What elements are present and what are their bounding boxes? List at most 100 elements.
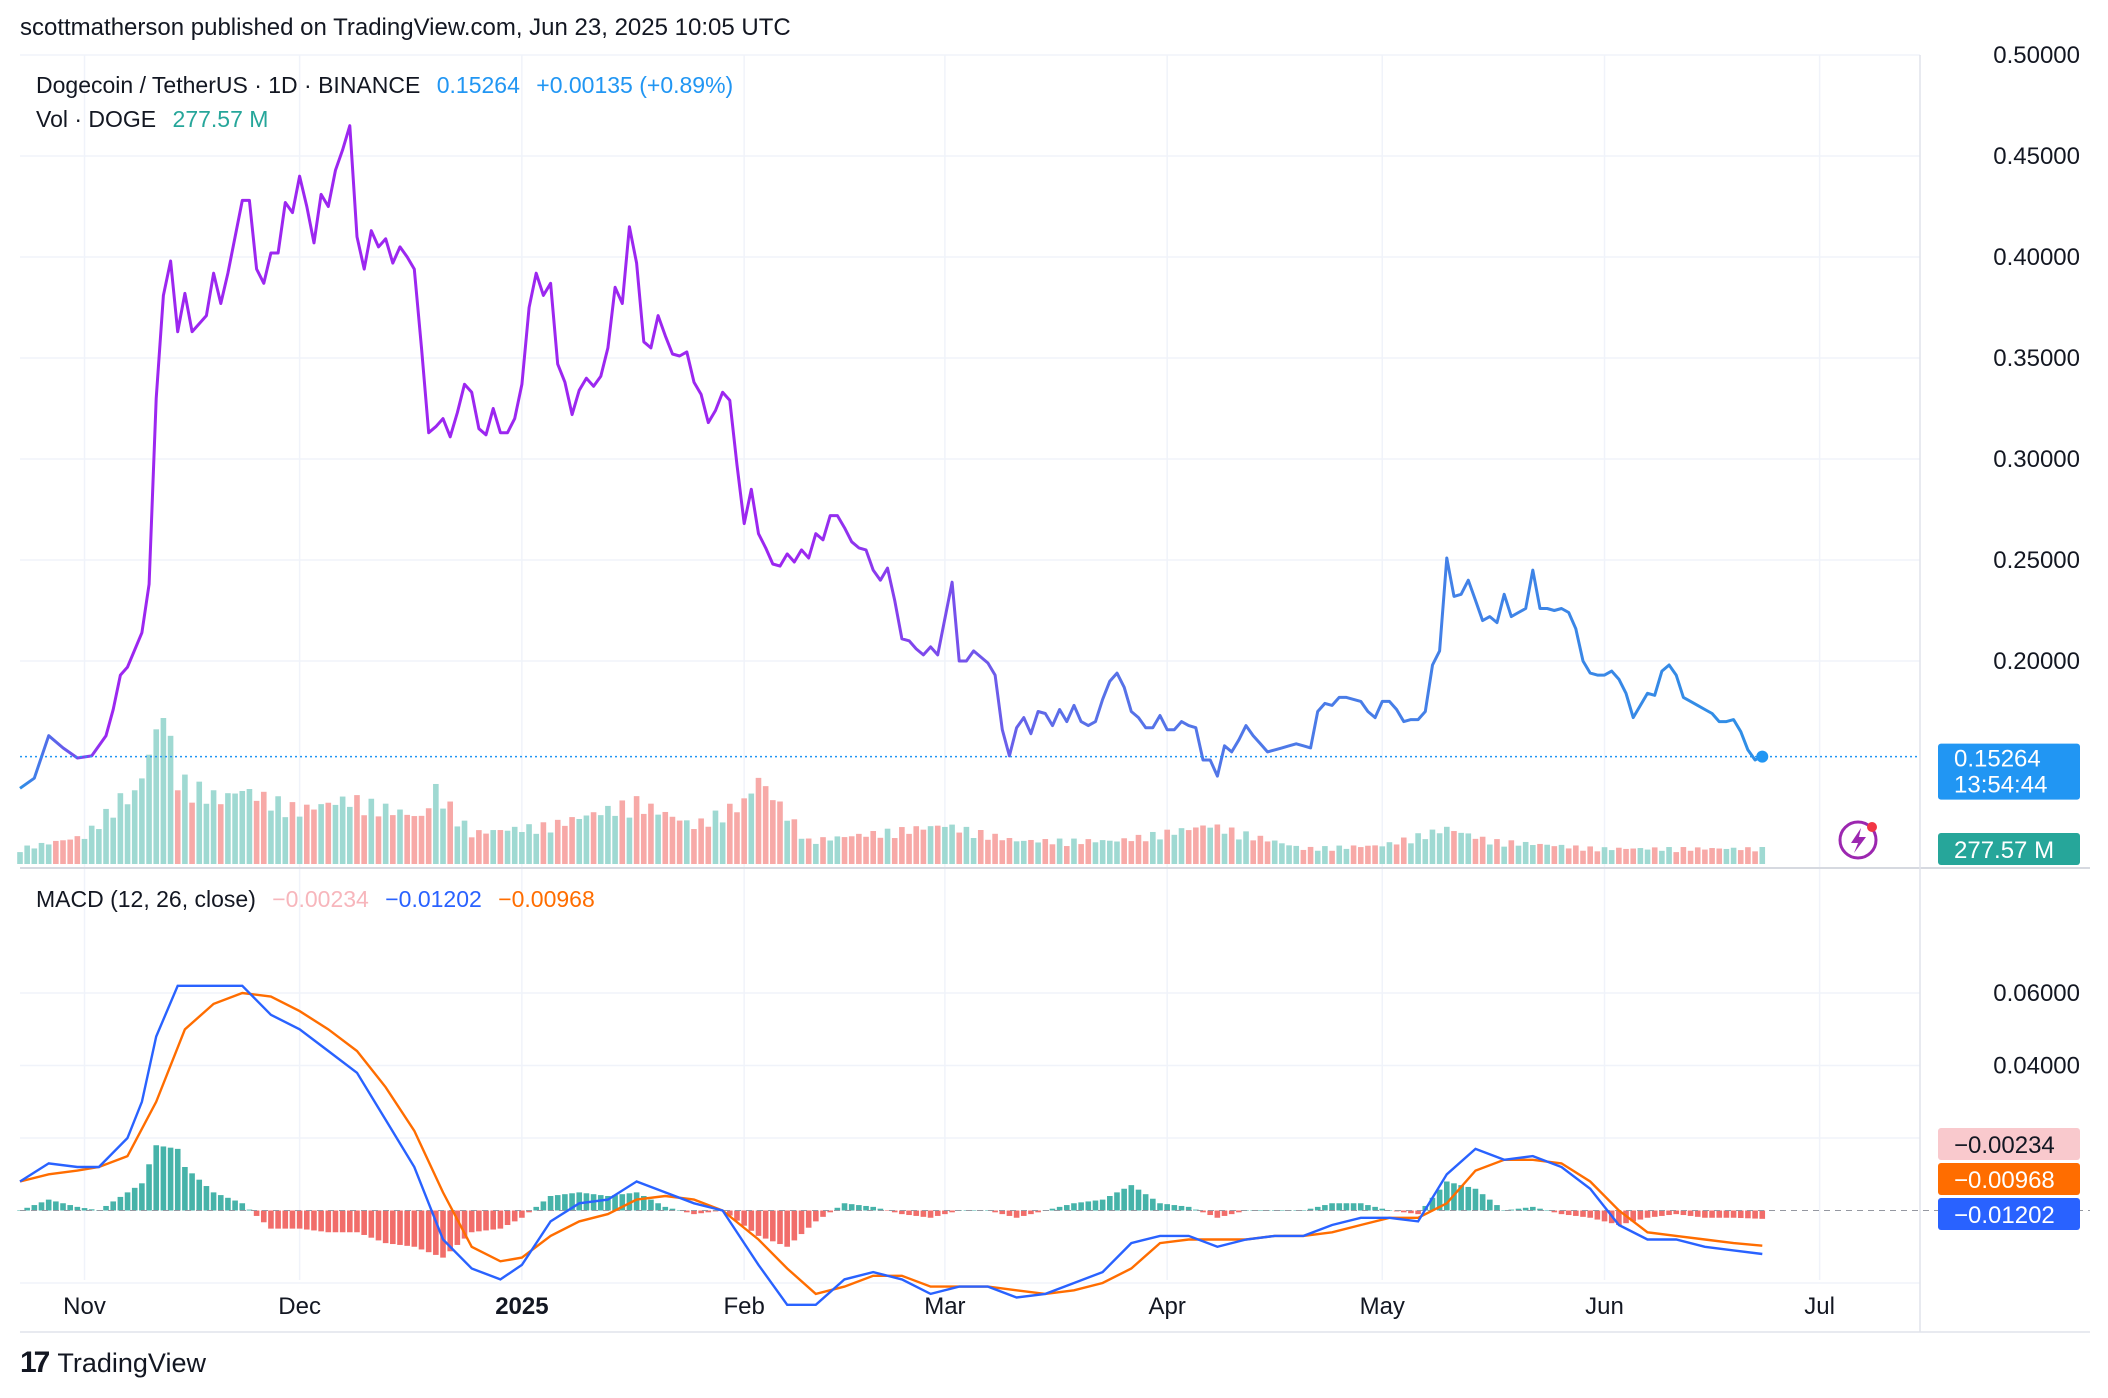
volume-bar (382, 803, 389, 864)
macd-histogram-bar (74, 1206, 81, 1211)
volume-bar (182, 774, 188, 864)
macd-histogram-bar (576, 1192, 583, 1211)
volume-bar (1436, 833, 1443, 864)
volume-bar (1408, 843, 1414, 864)
macd-histogram-bar (906, 1210, 912, 1216)
macd-histogram-bar (1343, 1203, 1350, 1211)
volume-bar (676, 820, 683, 864)
macd-histogram-bar (870, 1206, 877, 1211)
macd-histogram-bar (562, 1194, 568, 1211)
volume-bar (203, 803, 210, 864)
macd-histogram-bar (124, 1192, 131, 1211)
volume-bar (490, 830, 497, 864)
volume-bar (712, 810, 719, 864)
volume-bar (504, 830, 511, 864)
macd-histogram-bar (45, 1199, 52, 1211)
volume-bar (526, 824, 532, 864)
macd-histogram-bar (863, 1205, 869, 1211)
volume-bar (253, 800, 260, 864)
volume-bar (1458, 832, 1464, 864)
volume-bar (103, 808, 109, 864)
macd-histogram-bar (275, 1210, 281, 1229)
volume-bar (655, 814, 661, 864)
volume-title[interactable]: Vol · DOGE (36, 106, 157, 132)
volume-bar (741, 798, 747, 864)
volume-bar (734, 812, 740, 864)
volume-bar (1716, 848, 1723, 864)
macd-histogram-bar (433, 1210, 439, 1255)
volume-bar (1107, 840, 1113, 864)
volume-bar (468, 837, 475, 864)
volume-bar (934, 825, 941, 864)
lightning-icon[interactable] (1838, 820, 1878, 860)
volume-bar (447, 801, 453, 864)
macd-histogram-bar (1651, 1210, 1658, 1217)
volume-bar (60, 840, 66, 864)
price-tag-value: 0.15264 (1954, 746, 2041, 773)
volume-bar (497, 830, 504, 864)
publisher-line: scottmatherson published on TradingView.… (20, 14, 791, 41)
macd-histogram-bar (1336, 1203, 1343, 1211)
macd-histogram-bar (1443, 1181, 1450, 1211)
macd-histogram-bar (705, 1210, 712, 1213)
macd-histogram-bar (1580, 1210, 1586, 1217)
volume-bar (619, 800, 626, 864)
x-tick-label: Dec (278, 1293, 321, 1320)
volume-bar (1737, 850, 1744, 864)
macd-histogram-bar (1314, 1206, 1321, 1211)
symbol-title[interactable]: Dogecoin / TetherUS · 1D · BINANCE (36, 72, 421, 98)
x-tick-label: May (1360, 1293, 1405, 1320)
macd-histogram-bar (1164, 1204, 1170, 1211)
macd-histogram-bar (361, 1210, 367, 1235)
volume-bar (1465, 833, 1472, 864)
volume-bar (1608, 850, 1615, 864)
volume-bar (1214, 824, 1221, 864)
macd-histogram-bar (1494, 1205, 1500, 1211)
macd-histogram-bar (1745, 1210, 1751, 1219)
macd-histogram-bar (1049, 1208, 1056, 1211)
volume-bar (856, 833, 862, 864)
macd-histogram-bar (1730, 1210, 1737, 1218)
macd-title[interactable]: MACD (12, 26, close) (36, 886, 256, 912)
volume-bar (303, 804, 310, 864)
macd-histogram-bar (1307, 1208, 1314, 1211)
volume-bar (1666, 847, 1672, 864)
brand-name[interactable]: TradingView (57, 1347, 206, 1378)
volume-bar (1228, 827, 1235, 864)
macd-histogram-bar (1630, 1210, 1637, 1222)
macd-histogram-bar (1666, 1210, 1672, 1216)
volume-bar (239, 790, 246, 864)
volume-bar (1171, 834, 1178, 864)
macd-signal-tag (1938, 1163, 2080, 1195)
macd-histogram-bar (770, 1210, 776, 1242)
macd-histogram-bar (217, 1195, 224, 1211)
price-line (19, 124, 1920, 790)
macd-histogram-bar (368, 1210, 375, 1238)
volume-bar (1207, 827, 1213, 864)
macd-histogram-bar (53, 1201, 59, 1211)
volume-bar (1759, 847, 1766, 864)
macd-histogram-bar (841, 1203, 848, 1211)
volume-bar (1694, 847, 1701, 864)
macd-histogram-bar (1687, 1210, 1694, 1216)
volume-bar (1307, 846, 1314, 864)
volume-bar (433, 783, 439, 864)
macd-histogram-bar (1099, 1199, 1106, 1211)
macd-histogram-bar (1436, 1189, 1443, 1211)
volume-bar (1243, 831, 1249, 864)
price-change: +0.00135 (+0.89%) (536, 72, 734, 98)
volume-bar (920, 829, 927, 864)
volume-bar (1300, 849, 1307, 864)
volume-bar (31, 848, 38, 864)
volume-bar (827, 840, 833, 864)
volume-bar (325, 802, 332, 864)
volume-bar (1279, 843, 1285, 864)
macd-histogram-bar (597, 1195, 604, 1211)
macd-histogram-bar (67, 1205, 73, 1211)
macd-histogram-bar (640, 1196, 647, 1211)
macd-histogram-bar (691, 1210, 697, 1215)
volume-bar (1752, 851, 1758, 864)
lightning-icon-bolt (1851, 828, 1866, 853)
